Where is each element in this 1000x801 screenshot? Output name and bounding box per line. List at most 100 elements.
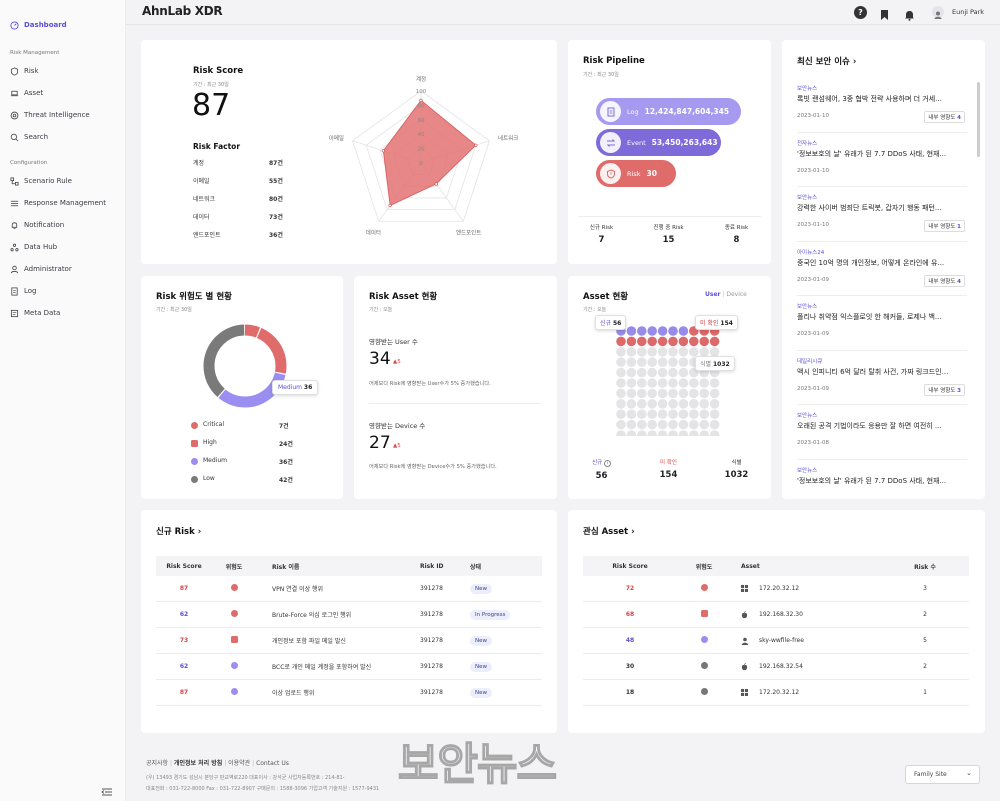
table-row[interactable]: 62 Brute-Force 의심 로그인 행위 391278 In Progress [156,602,542,628]
news-item[interactable]: 보안뉴스 '정보보호의 날' 유래가 된 7.7 DDoS 사태, 현재... [797,460,967,500]
news-headline[interactable]: 록빗 랜섬웨어, 3중 협박 전략 사용하며 더 거세... [797,95,942,103]
collapse-sidebar-icon[interactable] [101,782,113,801]
stat-label: 식별 [731,460,742,466]
affected-user-value: 34 [369,349,391,369]
news-headline[interactable]: 폴리나 취약점 익스플로잇 한 해커들, 로제나 백... [797,313,942,321]
table-row[interactable]: 18 172.20.32.12 1 [583,680,969,706]
sidebar-item-asset[interactable]: Asset [0,82,125,104]
sidebar-item-administrator[interactable]: Administrator [0,258,125,280]
impact-value: 1 [957,224,961,230]
news-headline[interactable]: '정보보호의 날' 유래가 된 7.7 DDoS 사태, 현재... [797,476,947,485]
risk-name-cell[interactable]: 개인정보 포함 파일 메일 발신 [272,638,346,645]
sidebar-item-notification[interactable]: Notification [0,214,125,236]
risk-pipeline-title: Risk Pipeline [583,56,645,66]
info-icon[interactable]: i [603,460,611,467]
sidebar-item-label: Administrator [24,265,72,273]
sidebar-item-response-management[interactable]: Response Management [0,192,125,214]
toggle-user[interactable]: User [705,291,721,298]
factor-label: 데이터 [193,214,210,221]
bookmark-icon[interactable] [880,6,889,25]
asset-dot [616,430,626,436]
impact-label: 내부 영향도 [928,115,956,121]
news-item[interactable]: 보안뉴스 록빗 랜섬웨어, 3중 협박 전략 사용하며 더 거세... 2023-0… [797,78,967,133]
footer-link-notice[interactable]: 공지사항 [146,760,169,767]
asset-name[interactable]: 192.168.32.54 [759,663,803,670]
risk-name-cell[interactable]: BCC로 개인 메일 계정을 포함하여 발신 [272,664,372,671]
interest-asset-card: 관심 Asset › Risk Score 위험도 Asset Risk 수 7… [568,510,985,733]
table-row[interactable]: 62 BCC로 개인 메일 계정을 포함하여 발신 391278 New [156,654,542,680]
news-headline[interactable]: '정보보호의 날' 유래가 된 7.7 DDoS 사태, 현재... [797,149,947,158]
news-item[interactable]: 전자뉴스 '정보보호의 날' 유래가 된 7.7 DDoS 사태, 현재... 20… [797,133,967,187]
sidebar-item-search[interactable]: Search [0,126,125,148]
new-risk-title[interactable]: 신규 Risk › [156,525,201,537]
asset-name[interactable]: 172.20.32.12 [759,689,800,696]
risk-name-cell[interactable]: Brute-Force 의심 로그인 행위 [272,612,352,619]
news-item[interactable]: 보안뉴스 오래된 공격 기법이라도 응용만 잘 하면 여전히 ... 2023-01… [797,405,967,460]
avatar[interactable] [932,6,944,19]
interest-asset-title[interactable]: 관심 Asset › [583,525,635,537]
asset-name[interactable]: sky-wwfile-free [759,637,804,644]
news-item[interactable]: 데일리시큐 액시 인피니티 6억 달러 탈취 사건, 가짜 링크드인... 2023… [797,351,967,405]
radar-point [381,149,385,153]
donut-segment-low[interactable] [203,324,287,408]
notification-bell-icon[interactable] [904,6,915,25]
asset-dot [626,367,637,378]
footer-link-terms[interactable]: 이용약관 [228,760,251,767]
table-row[interactable]: 87 이상 업로드 행위 391278 New [156,680,542,706]
asset-dot [637,367,647,378]
security-news-title[interactable]: 최신 보안 이슈 › [797,55,856,67]
asset-dot [689,399,699,409]
sidebar-item-risk[interactable]: Risk [0,60,125,82]
news-headline[interactable]: 강력한 사이버 범죄단 트릭봇, 갑자기 행동 패턴... [797,204,942,212]
user-name[interactable]: Eunji Park [952,8,985,16]
sidebar-item-meta-data[interactable]: Meta Data [0,302,125,324]
stat-value: 15 [662,235,675,245]
radar-icon [10,111,19,119]
risk-name-cell[interactable]: 이상 업로드 행위 [272,690,315,697]
pipeline-risk-stage[interactable]: Risk 30 [596,160,676,187]
asset-dot [657,419,668,430]
pipeline-event-stage[interactable]: Event 53,450,263,643 [596,129,721,156]
asset-name[interactable]: 192.168.32.30 [759,611,803,618]
asset-dot [689,388,699,399]
high-severity-icon [191,440,198,447]
sidebar-item-data-hub[interactable]: Data Hub [0,236,125,258]
donut-segment-medium[interactable] [203,324,287,408]
table-row[interactable]: 48 sky-wwfile-free 5 [583,628,969,654]
table-row[interactable]: 68 192.168.32.30 2 [583,602,969,628]
legend-label: Medium [203,457,227,464]
news-item[interactable]: 보안뉴스 강력한 사이버 범죄단 트릭봇, 갑자기 행동 패턴... 2023-01… [797,187,967,242]
table-row[interactable]: 87 VPN 연결 이상 행위 391278 New [156,576,542,602]
table-row[interactable]: 72 172.20.32.12 3 [583,576,969,602]
donut-segment-high[interactable] [203,324,287,408]
sidebar-item-dashboard[interactable]: Dashboard [0,14,125,36]
news-source: 보안뉴스 [797,467,818,474]
risk-count-cell: 5 [923,637,927,644]
table-row[interactable]: 30 192.168.32.54 2 [583,654,969,680]
asset-name[interactable]: 172.20.32.12 [759,585,800,592]
risk-id-cell: 391278 [420,663,443,670]
sidebar-item-scenario-rule[interactable]: Scenario Rule [0,170,125,192]
news-date: 2023-01-08 [797,440,829,446]
severity-cell [212,584,256,593]
news-item[interactable]: 보안뉴스 폴리나 취약점 익스플로잇 한 해커들, 로제나 백... 2023-01… [797,296,967,351]
footer-link-privacy[interactable]: 개인정보 처리 방침 [173,760,223,767]
family-site-select[interactable]: Family Site ⌄ [905,765,980,784]
news-headline[interactable]: 액시 인피니티 6억 달러 탈취 사건, 가짜 링크드인... [797,367,949,376]
donut-segment-critical[interactable] [203,324,287,408]
sidebar-item-log[interactable]: Log [0,280,125,302]
risk-name-cell[interactable]: VPN 연결 이상 행위 [272,586,324,593]
toggle-device[interactable]: Device [726,291,747,298]
news-headline[interactable]: 중국인 10억 명의 개인정보, 어떻게 온라인에 유... [797,258,945,267]
footer-address: (우) 13493 경기도 성남시 분당구 판교역로220 대표이사 : 강석균… [146,775,345,781]
help-icon[interactable]: ? [854,6,867,19]
footer-contact: 대표전화 : 031-722-8000 Fax : 031-722-8907 구… [146,786,380,792]
pipeline-log-stage[interactable]: Log 12,424,847,604,345 [596,98,741,125]
sidebar-item-threat-intelligence[interactable]: Threat Intelligence [0,104,125,126]
user-icon [10,265,19,273]
news-headline[interactable]: 오래된 공격 기법이라도 응용만 잘 하면 여전히 ... [797,422,942,430]
scrollbar[interactable] [977,82,980,157]
news-item[interactable]: 아이뉴스24 중국인 10억 명의 개인정보, 어떻게 온라인에 유... 2023… [797,242,967,296]
footer-link-contact[interactable]: Contact Us [256,760,289,767]
table-row[interactable]: 73 개인정보 포함 파일 메일 발신 391278 New [156,628,542,654]
